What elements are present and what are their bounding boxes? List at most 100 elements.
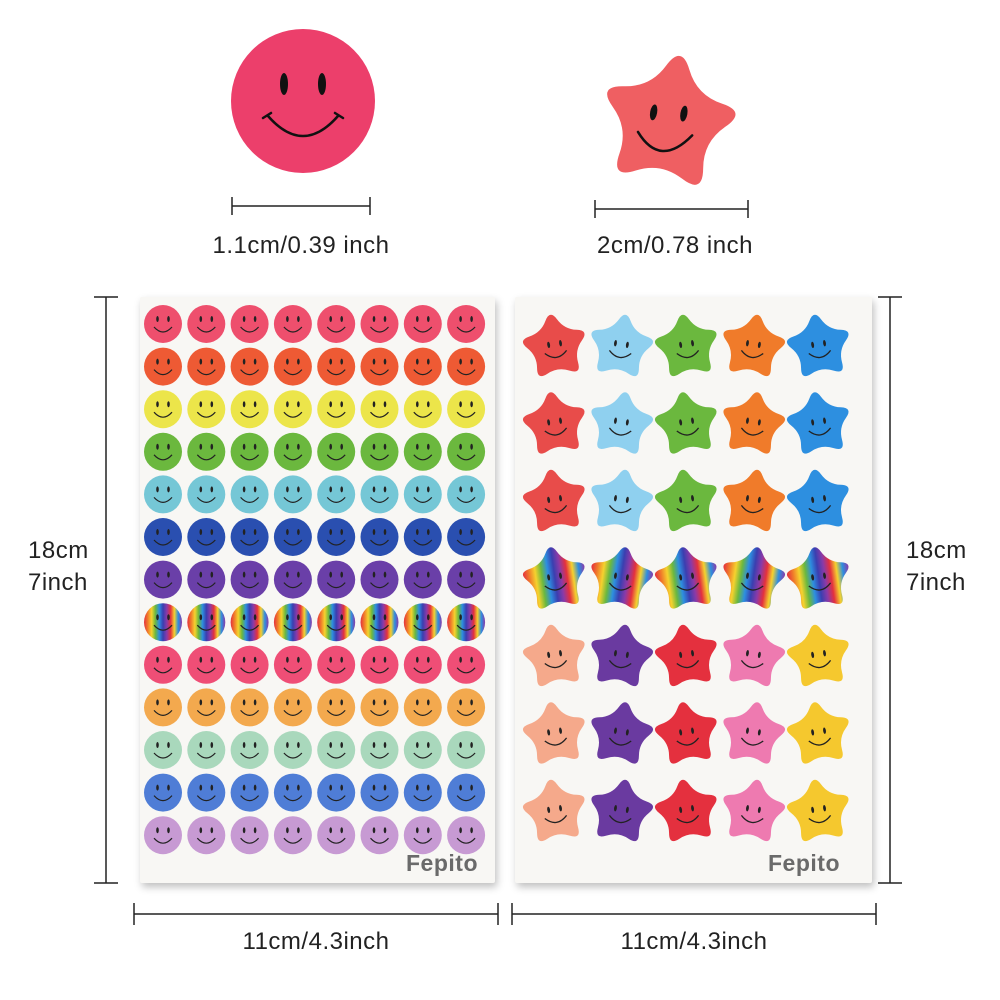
circle-sticker <box>447 475 486 514</box>
circle-sticker <box>144 475 182 514</box>
circle-sticker <box>144 731 182 769</box>
star-sticker-sheet: Fepito <box>515 297 872 883</box>
right-width-label: 11cm/4.3inch <box>620 928 768 955</box>
left-width-label: 11cm/4.3inch <box>242 928 390 955</box>
circle-sticker <box>144 518 182 556</box>
circle-sticker <box>230 475 269 514</box>
sample-circle-sticker <box>231 29 375 173</box>
circle-sticker <box>360 560 399 599</box>
circle-sticker <box>230 347 269 386</box>
star-sticker <box>786 469 849 532</box>
circle-sticker <box>403 390 442 429</box>
circle-sticker <box>273 773 312 812</box>
star-sticker <box>654 392 717 454</box>
circle-sticker <box>187 347 226 386</box>
circle-sticker <box>273 731 312 769</box>
circle-sticker <box>447 518 486 556</box>
circle-sticker <box>447 773 486 812</box>
circle-sticker <box>317 645 356 684</box>
circle-sticker <box>317 475 356 514</box>
circle-sticker <box>230 603 269 642</box>
star-sticker <box>591 547 654 609</box>
star-sticker <box>654 469 717 532</box>
circle-sticker <box>403 773 442 812</box>
circle-sticker <box>317 773 356 812</box>
circle-sticker <box>403 518 442 556</box>
circle-sticker <box>273 645 312 684</box>
star-sticker <box>786 624 849 687</box>
circle-sticker <box>360 603 399 642</box>
circle-sticker <box>230 432 269 471</box>
star-sticker <box>522 314 585 377</box>
circle-sticker <box>403 432 442 471</box>
circle-sticker <box>273 475 312 514</box>
star-sticker <box>591 469 654 532</box>
circle-sticker <box>317 432 356 471</box>
circle-sticker <box>273 560 312 599</box>
circle-sticker <box>144 645 182 684</box>
circle-sticker <box>273 688 312 727</box>
circle-sticker <box>187 688 226 727</box>
circle-sticker <box>144 688 182 727</box>
star-sticker <box>654 547 717 609</box>
star-sticker <box>591 624 654 687</box>
circle-sticker <box>317 731 356 769</box>
star-sticker <box>522 547 585 609</box>
circle-sticker <box>360 816 399 855</box>
circle-sticker <box>187 390 226 429</box>
circle-sticker <box>403 603 442 642</box>
circle-sticker <box>447 688 486 727</box>
circle-sticker-grid <box>144 305 486 855</box>
circle-sticker <box>447 390 486 429</box>
star-sticker <box>723 469 786 532</box>
circle-sticker <box>144 390 182 429</box>
circle-sticker <box>447 816 486 855</box>
circle-sticker <box>230 560 269 599</box>
circle-sticker <box>360 475 399 514</box>
circle-sticker <box>187 731 226 769</box>
circle-sticker <box>403 560 442 599</box>
circle-sticker <box>144 432 182 471</box>
star-sticker <box>723 702 786 764</box>
circle-sticker <box>144 560 182 599</box>
star-sticker <box>723 624 786 687</box>
star-sticker <box>522 624 585 687</box>
circle-sticker <box>144 347 182 386</box>
circle-sticker <box>273 390 312 429</box>
star-sticker <box>723 392 786 454</box>
circle-sticker <box>447 603 486 642</box>
circle-sticker <box>317 305 356 343</box>
circle-sticker <box>273 347 312 386</box>
brand-logo-right: Fepito <box>768 850 840 876</box>
circle-sticker <box>447 305 486 343</box>
circle-sticker <box>317 603 356 642</box>
circle-sticker <box>447 432 486 471</box>
right-height-cm: 18cm <box>906 537 967 564</box>
circle-sticker <box>187 816 226 855</box>
circle-sticker <box>230 773 269 812</box>
circle-sticker <box>317 560 356 599</box>
circle-size-label: 1.1cm/0.39 inch <box>212 232 390 259</box>
circle-sticker <box>360 688 399 727</box>
sample-star-sticker <box>607 55 736 185</box>
left-height-inch: 7inch <box>28 569 88 596</box>
circle-sticker <box>403 731 442 769</box>
star-sticker <box>654 779 717 842</box>
circle-sticker <box>403 305 442 343</box>
circle-sticker <box>403 688 442 727</box>
circle-sticker <box>273 816 312 855</box>
circle-sticker <box>144 773 182 812</box>
circle-sticker <box>403 816 442 855</box>
circle-sticker <box>360 305 399 343</box>
right-height-label: 18cm 7inch <box>906 535 967 599</box>
circle-sticker <box>187 603 226 642</box>
circle-sticker <box>447 347 486 386</box>
circle-sticker <box>273 305 312 343</box>
circle-sticker <box>187 432 226 471</box>
circle-sticker <box>187 475 226 514</box>
star-sticker <box>591 314 654 377</box>
circle-sticker <box>360 773 399 812</box>
star-sticker <box>786 702 849 764</box>
star-sticker <box>786 779 849 842</box>
circle-sticker <box>230 731 269 769</box>
